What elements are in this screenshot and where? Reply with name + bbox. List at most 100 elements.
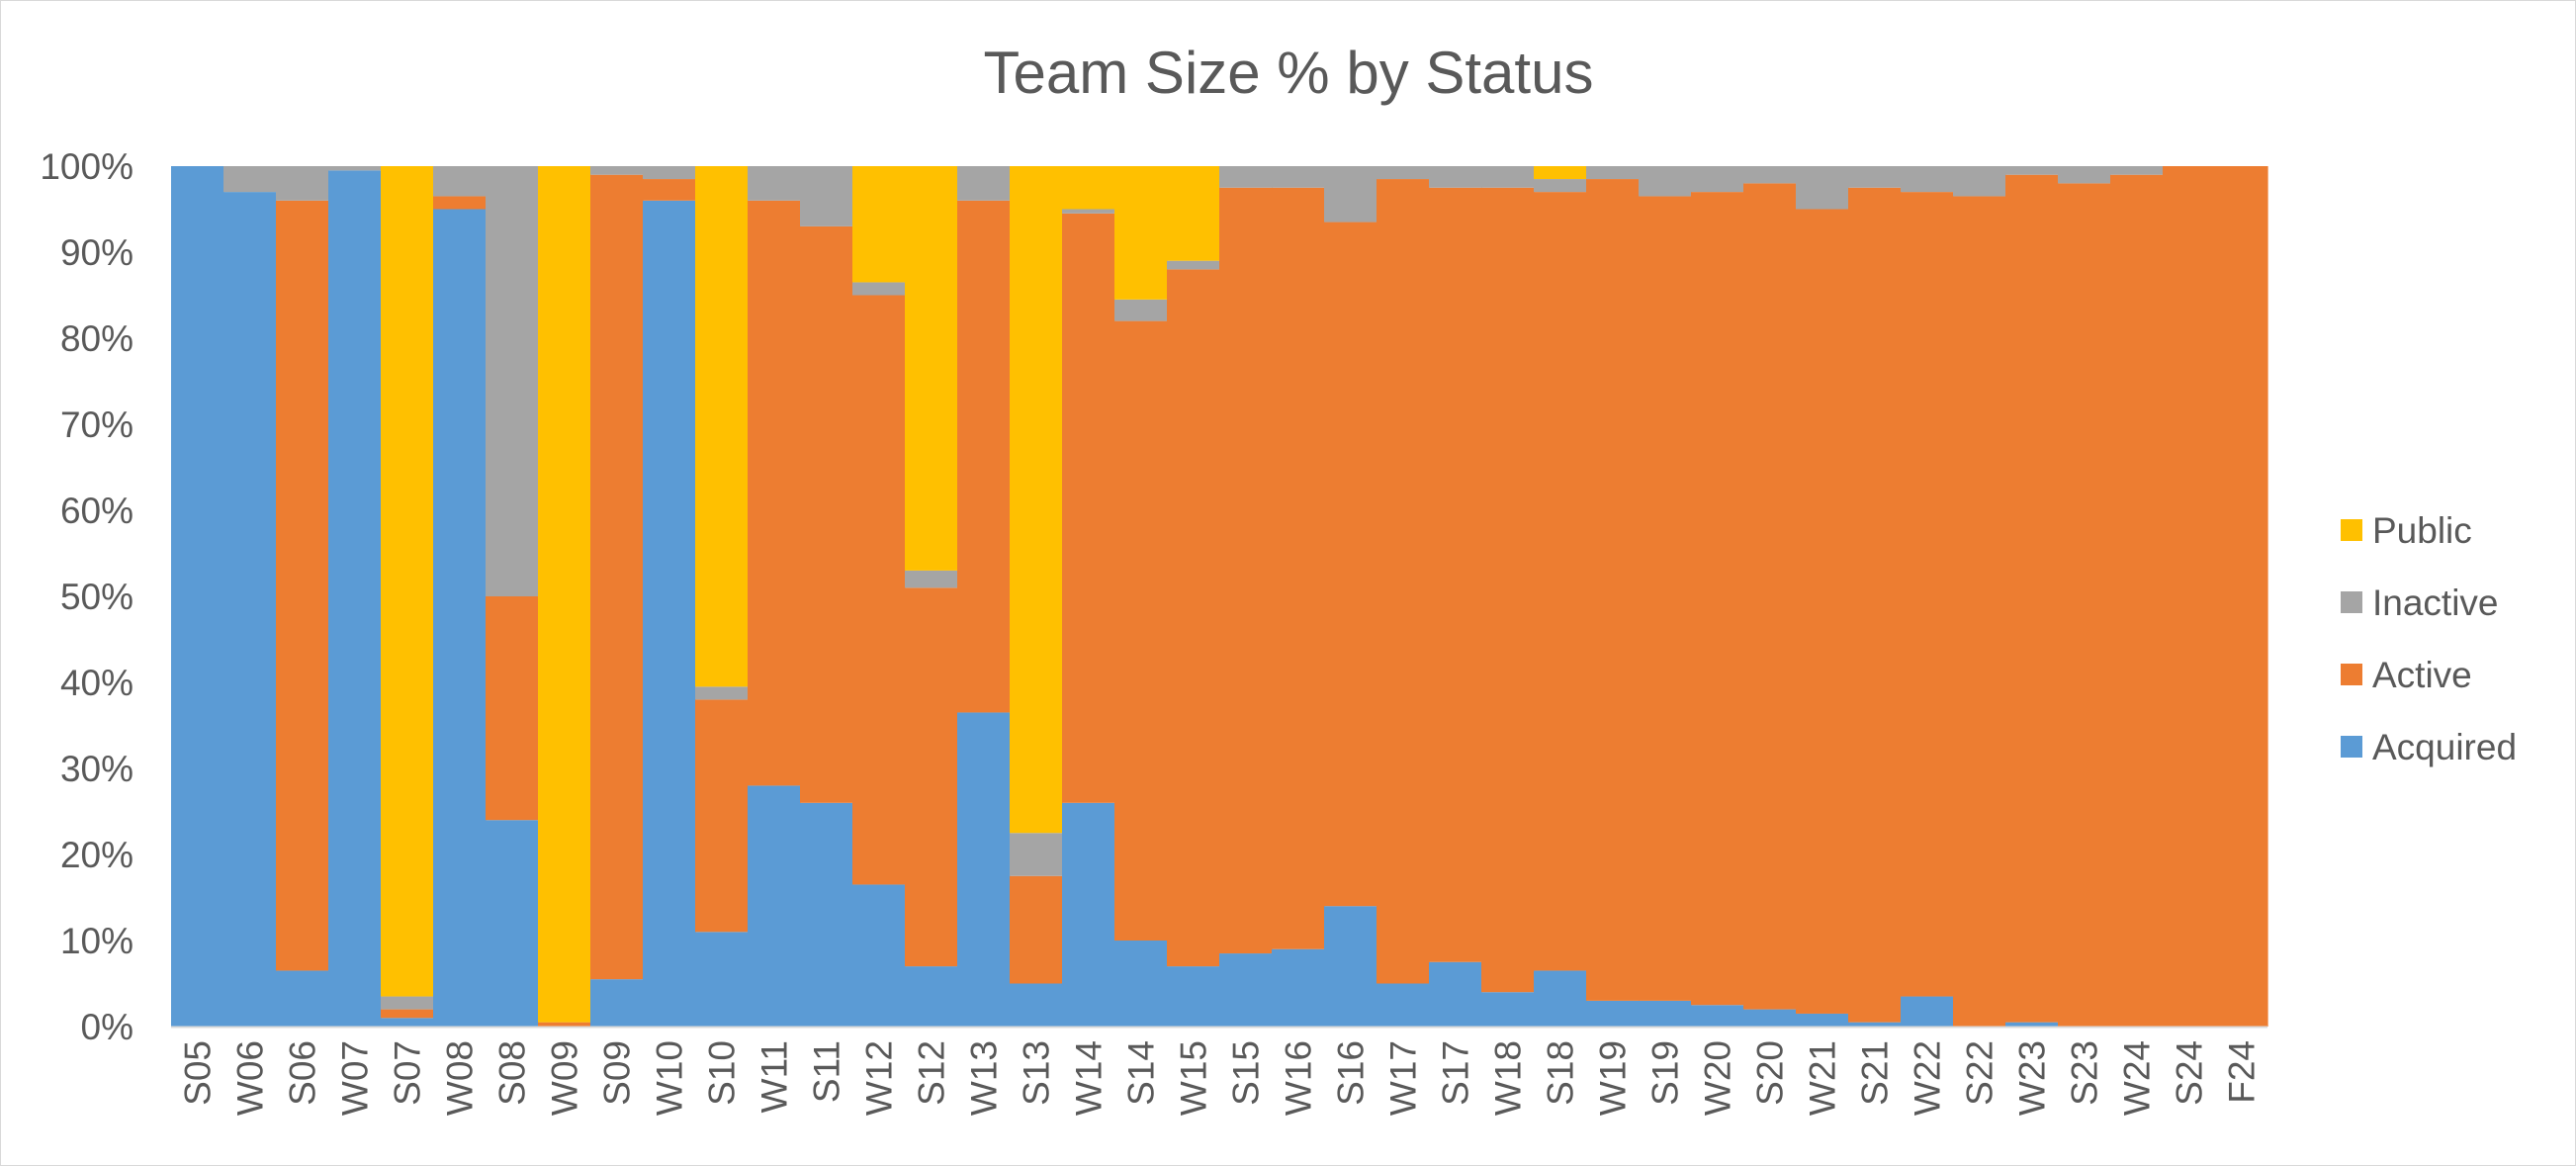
bar-inactive-w18 — [1481, 166, 1535, 188]
legend-label-inactive: Inactive — [2372, 583, 2499, 623]
y-axis: 0% 10% 20% 30% 40% 50% 60% 70% 80% 90% 100% — [40, 146, 133, 1047]
legend-swatch-active — [2341, 664, 2362, 685]
bar-inactive-s16 — [1324, 166, 1377, 223]
bar-inactive-s17 — [1429, 166, 1482, 188]
bar-inactive-w16 — [1272, 166, 1325, 188]
bar-acquired-w19 — [1586, 1000, 1640, 1027]
bar-active-w19 — [1586, 179, 1640, 1001]
bar-active-w08 — [433, 196, 487, 210]
bar-active-w17 — [1377, 179, 1430, 984]
bar-acquired-w15 — [1167, 966, 1220, 1027]
bar-active-w16 — [1272, 187, 1325, 949]
x-tick-label-w13: W13 — [964, 1040, 1005, 1116]
bar-inactive-w14 — [1062, 209, 1115, 214]
y-tick-label: 70% — [60, 404, 133, 445]
bar-inactive-w07 — [328, 166, 382, 171]
bar-active-s17 — [1429, 187, 1482, 962]
x-tick-label-w20: W20 — [1698, 1040, 1738, 1116]
bar-active-f24 — [2215, 166, 2268, 1027]
bar-acquired-s05 — [171, 166, 224, 1027]
bar-acquired-w21 — [1796, 1013, 1849, 1027]
bar-inactive-s09 — [590, 166, 644, 175]
bar-active-s20 — [1743, 183, 1797, 1010]
bar-inactive-w12 — [852, 282, 906, 296]
bar-acquired-w11 — [748, 785, 801, 1027]
x-tick-label-w23: W23 — [2012, 1040, 2053, 1116]
bar-inactive-s10 — [695, 686, 749, 700]
y-tick-label: 50% — [60, 577, 133, 617]
bar-active-s14 — [1114, 320, 1168, 942]
bar-active-s23 — [2058, 183, 2111, 1027]
bar-acquired-w08 — [433, 209, 487, 1027]
bar-inactive-w23 — [2005, 166, 2059, 175]
bar-active-s11 — [800, 225, 853, 803]
bar-public-w12 — [852, 166, 906, 283]
legend: Public Inactive Active Acquired — [2341, 510, 2517, 767]
bar-inactive-w11 — [748, 166, 801, 201]
bar-inactive-w08 — [433, 166, 487, 197]
x-tick-label-s20: S20 — [1750, 1040, 1791, 1106]
bar-acquired-s08 — [486, 820, 539, 1027]
bar-active-w20 — [1691, 192, 1744, 1006]
bar-inactive-s21 — [1848, 166, 1902, 188]
legend-swatch-public — [2341, 519, 2362, 541]
bar-active-s06 — [276, 200, 329, 971]
x-tick-label-w14: W14 — [1069, 1040, 1110, 1116]
x-tick-label-w17: W17 — [1383, 1040, 1424, 1116]
bar-active-s22 — [1953, 196, 2006, 1027]
y-tick-label: 60% — [60, 491, 133, 531]
x-tick-label-w08: W08 — [440, 1040, 481, 1116]
bar-inactive-s18 — [1534, 179, 1587, 193]
bar-acquired-w17 — [1377, 983, 1430, 1027]
bar-acquired-w13 — [957, 712, 1011, 1027]
bar-active-w23 — [2005, 174, 2059, 1023]
bar-acquired-w12 — [852, 884, 906, 1027]
x-tick-label-s18: S18 — [1541, 1040, 1581, 1106]
bar-active-s19 — [1639, 196, 1692, 1001]
bar-inactive-s22 — [1953, 166, 2006, 197]
bar-active-w15 — [1167, 269, 1220, 967]
bar-active-s15 — [1219, 187, 1273, 954]
x-tick-label-w12: W12 — [859, 1040, 900, 1116]
bar-active-s16 — [1324, 222, 1377, 907]
bar-public-s18 — [1534, 166, 1587, 180]
x-tick-label-s05: S05 — [178, 1040, 219, 1106]
bar-acquired-s20 — [1743, 1009, 1797, 1027]
x-tick-label-s21: S21 — [1855, 1040, 1896, 1106]
bar-acquired-w06 — [223, 192, 277, 1028]
x-tick-label-w07: W07 — [335, 1040, 376, 1116]
x-tick-label-s13: S13 — [1017, 1040, 1057, 1106]
x-tick-label-s08: S08 — [492, 1040, 533, 1106]
bar-active-w09 — [538, 1022, 591, 1027]
bar-inactive-w06 — [223, 166, 277, 193]
x-axis: S05 W06 S06 W07 S07 W08 S08 W09 S09 W10 S10 W11 S11 W… — [178, 1040, 2263, 1116]
bar-public-w09 — [538, 166, 591, 1023]
y-tick-label: 90% — [60, 232, 133, 273]
bar-active-s21 — [1848, 187, 1902, 1023]
bar-inactive-s23 — [2058, 166, 2111, 184]
bar-inactive-w21 — [1796, 166, 1849, 210]
x-tick-label-s22: S22 — [1960, 1040, 2000, 1106]
bar-active-w22 — [1901, 192, 1954, 997]
bar-inactive-w19 — [1586, 166, 1640, 180]
bar-acquired-w07 — [328, 170, 382, 1028]
bar-inactive-w10 — [643, 166, 696, 180]
bar-active-w13 — [957, 200, 1011, 713]
x-tick-label-w18: W18 — [1488, 1040, 1529, 1116]
x-tick-label-w22: W22 — [1908, 1040, 1948, 1116]
bar-public-w15 — [1167, 166, 1220, 261]
x-tick-label-w21: W21 — [1803, 1040, 1843, 1116]
bar-inactive-s08 — [486, 166, 539, 596]
bar-acquired-s09 — [590, 979, 644, 1027]
x-tick-label-w06: W06 — [230, 1040, 271, 1116]
legend-swatch-inactive — [2341, 591, 2362, 613]
bar-inactive-s20 — [1743, 166, 1797, 184]
legend-swatch-acquired — [2341, 736, 2362, 758]
bar-active-w21 — [1796, 209, 1849, 1014]
bar-active-s24 — [2163, 166, 2216, 1027]
bar-acquired-w18 — [1481, 992, 1535, 1027]
bar-active-w24 — [2110, 174, 2164, 1027]
bar-acquired-s12 — [905, 966, 958, 1027]
bar-public-s10 — [695, 166, 749, 687]
